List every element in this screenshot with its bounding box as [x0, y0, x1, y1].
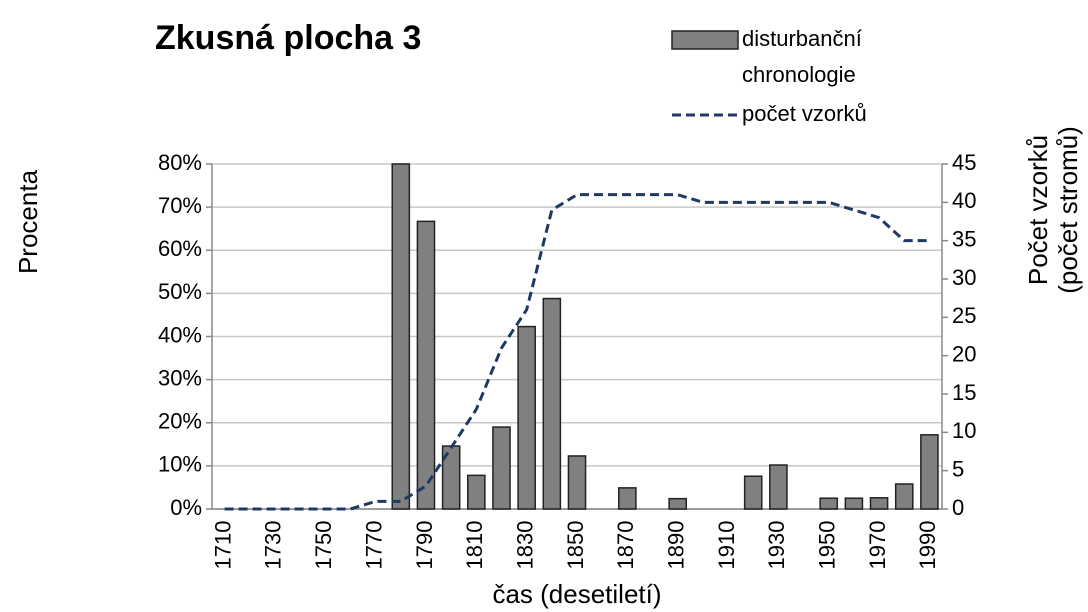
- y-tick-label: 50%: [158, 279, 202, 304]
- y-tick-label: 70%: [158, 193, 202, 218]
- y2-tick-label: 5: [952, 456, 964, 481]
- y2-axis-title: (počet stromů): [1053, 126, 1083, 294]
- x-tick-label: 1730: [261, 521, 286, 570]
- x-tick-label: 1770: [361, 521, 386, 570]
- bar: [743, 475, 763, 510]
- x-tick-label: 1710: [210, 521, 235, 570]
- x-tick-label: 1790: [412, 521, 437, 570]
- y2-tick-label: 45: [952, 150, 976, 175]
- y-tick-label: 30%: [158, 365, 202, 390]
- y-axis-title: Procenta: [13, 169, 43, 274]
- y2-tick-label: 35: [952, 226, 976, 251]
- bar: [668, 497, 687, 510]
- y2-tick-label: 30: [952, 265, 976, 290]
- bar: [416, 220, 436, 510]
- x-tick-label: 1990: [915, 521, 940, 570]
- x-axis-title: čas (desetiletí): [492, 579, 661, 609]
- chart-title: Zkusná plocha 3: [155, 19, 421, 57]
- y2-tick-label: 25: [952, 303, 976, 328]
- x-tick-label: 1850: [563, 521, 588, 570]
- bar: [618, 487, 637, 510]
- y2-tick-label: 15: [952, 380, 976, 405]
- y2-tick-label: 40: [952, 188, 976, 213]
- bar: [844, 497, 864, 510]
- line: [224, 193, 930, 511]
- legend-label: disturbanční chronologie: [742, 26, 862, 87]
- x-tick-label: 1870: [613, 521, 638, 570]
- bar: [894, 483, 914, 510]
- bar: [920, 434, 939, 510]
- y2-tick-label: 0: [952, 495, 964, 520]
- bar: [869, 497, 889, 510]
- y2-axis-title: Počet vzorků: [1023, 135, 1053, 285]
- bar: [819, 497, 839, 510]
- y-tick-label: 20%: [158, 409, 202, 434]
- x-tick-label: 1930: [764, 521, 789, 570]
- x-tick-label: 1950: [815, 521, 840, 570]
- bar: [517, 325, 536, 510]
- x-tick-label: 1890: [664, 521, 689, 570]
- x-tick-label: 1750: [311, 521, 336, 570]
- y-tick-label: 40%: [158, 322, 202, 347]
- y2-tick-label: 10: [952, 418, 976, 443]
- legend-label: počet vzorků: [742, 101, 867, 126]
- bar: [467, 474, 486, 510]
- bar: [542, 297, 562, 510]
- bar: [769, 464, 788, 510]
- y2-tick-label: 20: [952, 341, 976, 366]
- y-tick-label: 60%: [158, 236, 202, 261]
- bar: [492, 426, 511, 510]
- x-tick-label: 1910: [714, 521, 739, 570]
- y-tick-label: 0%: [170, 495, 202, 520]
- x-tick-label: 1830: [512, 521, 537, 570]
- x-tick-label: 1810: [462, 521, 487, 570]
- y-tick-label: 10%: [158, 452, 202, 477]
- x-tick-label: 1970: [865, 521, 890, 570]
- bar: [391, 163, 411, 510]
- legend-swatch: [671, 30, 739, 50]
- y-tick-label: 80%: [158, 150, 202, 175]
- bar: [567, 455, 587, 510]
